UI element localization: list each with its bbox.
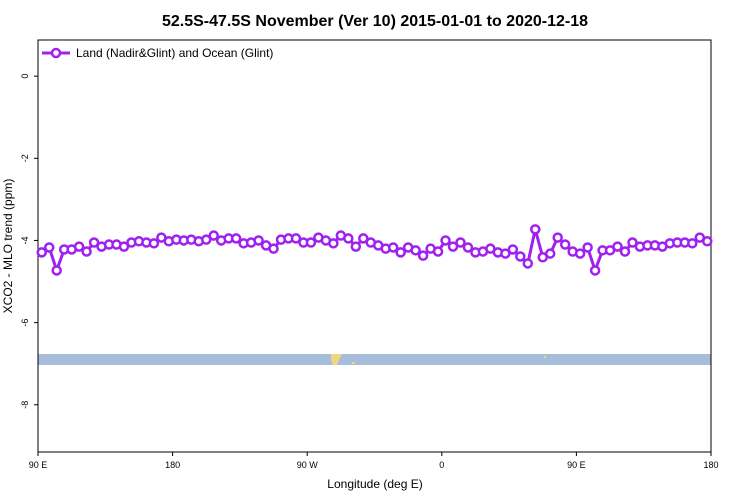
data-point — [328, 238, 339, 249]
data-point — [574, 248, 586, 259]
legend-marker — [50, 47, 62, 59]
x-tick-label: 180 — [703, 460, 718, 470]
data-point — [552, 232, 563, 243]
data-point — [515, 251, 526, 262]
chart-title: 52.5S-47.5S November (Ver 10) 2015-01-01… — [162, 13, 588, 30]
data-point — [619, 246, 631, 257]
x-tick-label: 90 E — [29, 460, 48, 470]
y-tick-label: -2 — [20, 154, 30, 162]
data-point — [201, 234, 212, 245]
data-point — [51, 265, 62, 276]
y-tick-label: -6 — [20, 319, 30, 327]
data-point — [343, 233, 354, 244]
data-point — [544, 248, 556, 259]
data-point — [702, 236, 713, 247]
plot-frame — [37, 39, 712, 453]
data-point — [440, 235, 451, 246]
data-point — [417, 250, 429, 261]
data-point — [208, 230, 219, 241]
data-point — [81, 246, 92, 257]
x-tick-label: 90 W — [297, 460, 319, 470]
x-tick-label: 0 — [439, 460, 444, 470]
data-point — [43, 242, 55, 253]
data-point — [350, 241, 362, 252]
data-point — [118, 241, 130, 252]
data-point — [36, 247, 47, 258]
data-point — [73, 241, 85, 252]
data-point — [522, 258, 534, 269]
data-point — [627, 237, 638, 248]
x-axis-label: Longitude (deg E) — [327, 477, 422, 491]
data-point — [268, 243, 279, 254]
land-patch — [352, 362, 355, 364]
data-point — [358, 233, 369, 244]
data-point — [410, 245, 421, 256]
data-point — [253, 235, 264, 246]
data-point — [88, 237, 100, 248]
data-point — [507, 244, 519, 255]
data-point — [447, 241, 459, 252]
data-point — [687, 238, 698, 249]
data-point — [612, 241, 623, 252]
y-tick-label: 0 — [20, 74, 30, 79]
data-point — [462, 242, 474, 253]
data-point — [589, 265, 601, 276]
data-point — [500, 248, 511, 259]
data-point — [387, 242, 399, 253]
data-point — [559, 239, 571, 250]
data-point — [582, 242, 593, 253]
land-patch — [544, 356, 546, 358]
x-tick-label: 90 E — [567, 460, 586, 470]
legend-text: Land (Nadir&Glint) and Ocean (Glint) — [76, 46, 273, 60]
y-axis-label: XCO2 - MLO trend (ppm) — [1, 179, 15, 314]
y-tick-label: -8 — [20, 401, 30, 409]
data-point — [395, 247, 406, 258]
data-point — [148, 238, 160, 249]
data-point — [455, 237, 466, 248]
data-point — [530, 224, 541, 235]
land-patch — [331, 354, 342, 365]
data-point — [290, 233, 302, 244]
land-ocean-band — [38, 354, 711, 365]
x-tick-label: 180 — [165, 460, 180, 470]
data-point — [230, 233, 242, 244]
data-point — [305, 237, 317, 248]
y-tick-label: -4 — [20, 236, 30, 244]
data-point — [432, 246, 444, 257]
